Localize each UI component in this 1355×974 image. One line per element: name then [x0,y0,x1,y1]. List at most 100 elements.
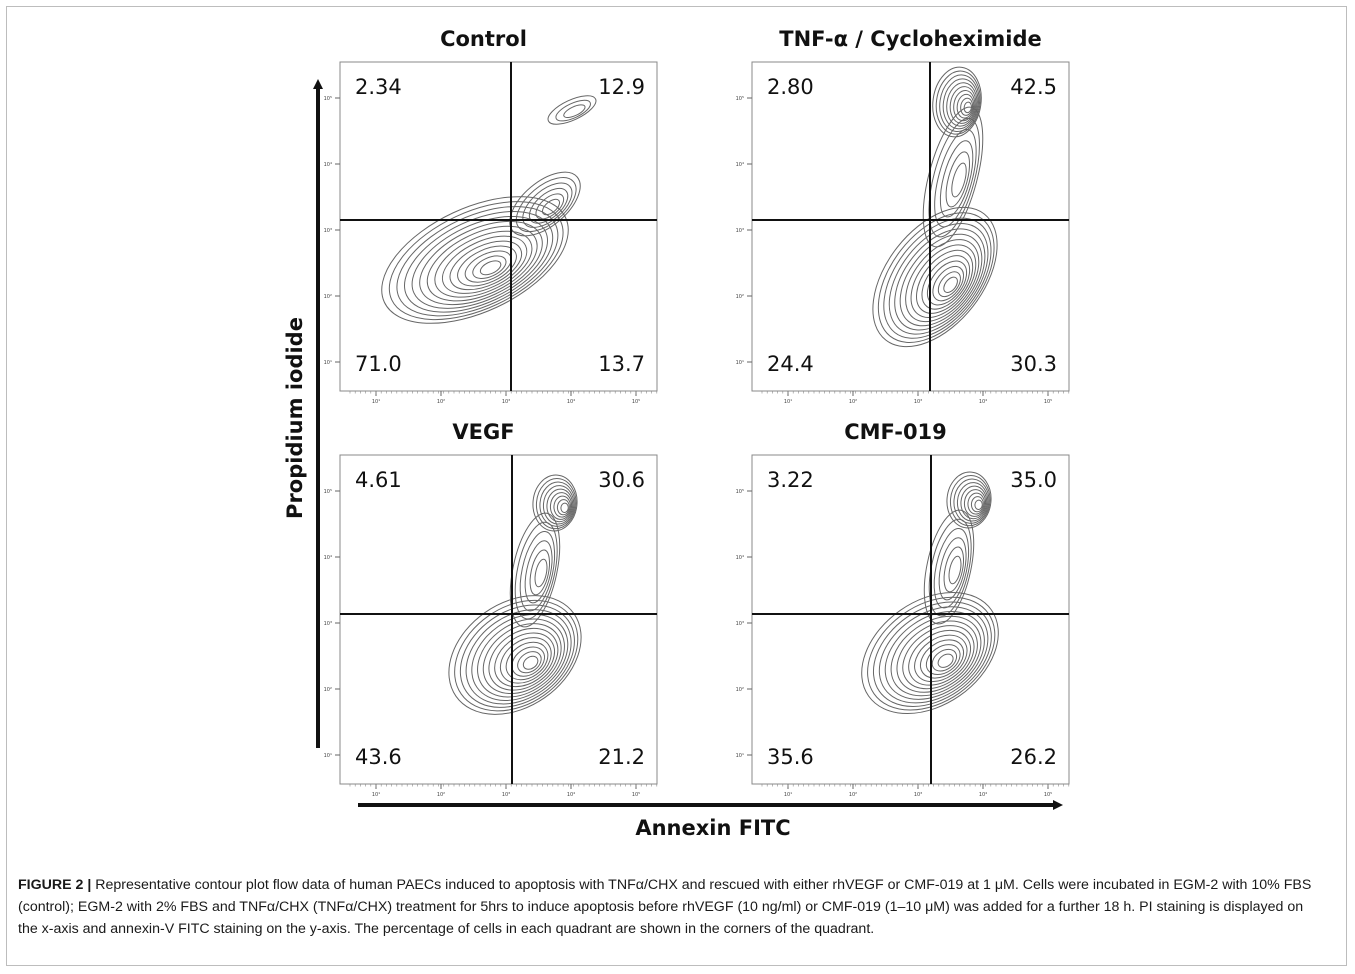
contour-ring [938,537,967,601]
contour-ring [560,502,569,513]
quadrant-lower-right-value: 13.7 [598,352,645,376]
contour-ring [888,222,989,335]
y-tick-label: 10² [324,294,332,300]
contour-ring [883,217,992,339]
contour-ring [939,140,974,218]
contour-ring [524,540,553,604]
contour-panel-2: 10¹ 10¹ 10² 10² 10³ 10³ 10⁴ 10⁴ 10⁵ 10⁵ TNF-α / Cy… [736,27,1070,405]
contour-ring [434,230,533,298]
contour-ring [970,496,984,513]
contour-ring [951,162,967,198]
contour-ring [937,271,961,298]
contour-ring [896,620,978,693]
y-tick-label: 10¹ [736,753,744,759]
contour-ring [381,196,569,324]
contour-ring [949,475,991,527]
contour-ring [923,509,975,625]
contour-ring [532,474,578,532]
quadrant-upper-left-value: 3.22 [767,468,814,492]
panel-title: TNF-α / Cycloheximide [779,27,1042,51]
contour-ring [542,485,575,525]
contour-lines [861,471,999,715]
y-tick-label: 10¹ [324,753,332,759]
contour-ring [872,206,998,348]
contour-ring [939,74,980,132]
contour-ring [899,233,983,327]
quadrant-lower-right-value: 21.2 [598,745,645,769]
contour-ring [515,177,577,233]
quadrant-upper-right-value: 35.0 [1010,468,1057,492]
x-tick-label: 10³ [914,399,922,405]
contour-ring [945,151,971,208]
x-tick-label: 10³ [502,399,510,405]
contour-ring [956,482,989,522]
y-tick-label: 10² [324,687,332,693]
x-tick-label: 10¹ [372,399,380,405]
plot-frame [751,454,1070,785]
quadrant-lower-left-value: 35.6 [767,745,814,769]
y-tick-label: 10³ [324,228,332,234]
contour-ring [902,625,975,690]
quadrant-upper-left-value: 2.80 [767,75,814,99]
y-tick-label: 10⁵ [324,489,332,495]
contour-ring [522,655,539,670]
contour-ring [546,488,574,523]
contour-ring [932,265,965,302]
contour-ring [505,641,549,681]
contour-panel-3: 10¹ 10¹ 10² 10² 10³ 10³ 10⁴ 10⁴ 10⁵ 10⁵ VEGF 4.61 30… [324,420,658,798]
contour-ring [943,546,965,593]
y-tick-label: 10³ [736,621,744,627]
plot-frame [339,454,658,785]
quadrant-upper-left-value: 2.34 [355,75,402,99]
contour-ring [517,651,542,674]
x-tick-label: 10⁴ [979,792,987,798]
figure-frame [6,6,1347,966]
y-tick-label: 10⁵ [736,96,744,102]
quadrant-upper-right-value: 30.6 [598,468,645,492]
contour-lines [872,66,998,348]
contour-ring [960,485,988,520]
plot-frame [751,61,1070,392]
contour-ring [914,634,968,683]
figure-caption: FIGURE 2 | Representative contour plot f… [18,874,1318,940]
contour-ring [890,615,982,697]
x-tick-label: 10² [437,399,445,405]
quadrant-lower-left-value: 24.4 [767,352,814,376]
contour-ring [905,239,980,323]
contour-ring [916,249,974,314]
contour-ring [934,129,977,228]
contour-ring [956,93,975,119]
contour-ring [925,644,961,676]
x-tick-label: 10⁵ [1044,792,1052,798]
y-tick-label: 10⁵ [736,489,744,495]
contour-ring [441,235,528,294]
contour-lines [448,474,582,715]
contour-ring [454,599,579,712]
contour-ring [946,82,978,127]
x-tick-label: 10² [437,792,445,798]
quadrant-upper-left-value: 4.61 [355,468,402,492]
contour-ring [563,104,586,119]
y-tick-label: 10³ [736,228,744,234]
panel-title: CMF-019 [844,420,947,444]
quadrant-upper-right-value: 42.5 [1010,75,1057,99]
contour-ring [910,244,977,318]
contour-ring [535,478,577,530]
contour-ring [967,492,985,515]
x-tick-label: 10² [849,399,857,405]
contour-ring [511,646,545,677]
contour-ring [419,220,543,306]
contour-ring [488,627,559,691]
x-tick-label: 10⁴ [567,399,575,405]
y-tick-label: 10⁴ [736,162,744,168]
contour-ring [535,193,565,220]
contour-ring [946,471,992,529]
x-tick-label: 10² [849,792,857,798]
contour-ring [963,489,987,517]
contour-ring [388,201,564,321]
contour-ring [477,618,565,698]
x-tick-label: 10⁴ [567,792,575,798]
contour-ring [953,89,976,122]
contour-ring [509,512,561,628]
quadrant-lower-right-value: 30.3 [1010,352,1057,376]
